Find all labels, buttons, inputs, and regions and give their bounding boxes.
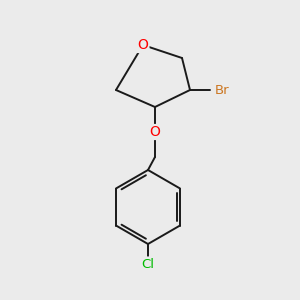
Text: O: O [138,38,148,52]
Text: Cl: Cl [142,257,154,271]
Text: O: O [150,125,160,139]
Text: Br: Br [215,83,229,97]
